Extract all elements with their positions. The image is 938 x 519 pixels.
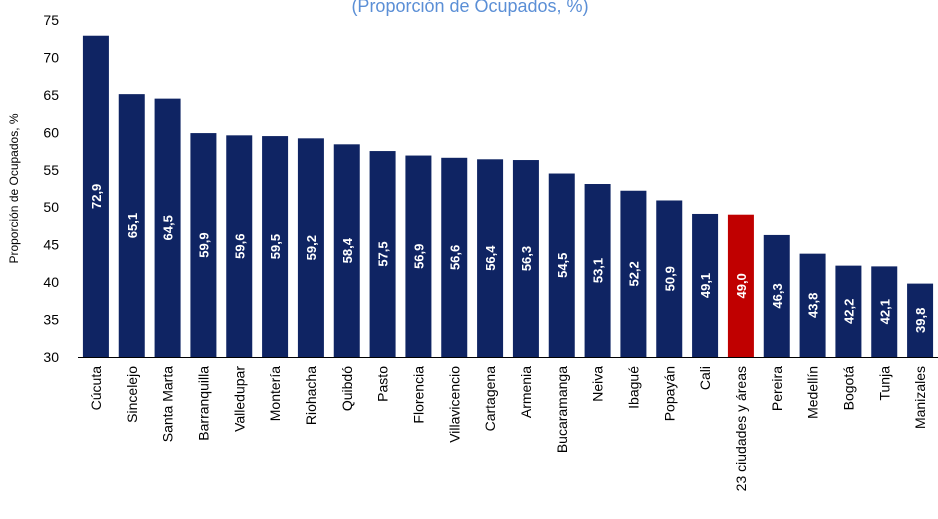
x-category-label: Montería <box>267 366 283 421</box>
x-category-label: Santa Marta <box>160 366 176 442</box>
bar <box>727 214 754 357</box>
bar-value-label: 42,1 <box>877 299 892 324</box>
x-category-label: Villavicencio <box>446 366 462 443</box>
bar-value-label: 49,1 <box>698 273 713 298</box>
x-category-label: Cartagena <box>482 366 498 432</box>
bar <box>799 253 826 357</box>
bar <box>262 136 289 357</box>
bar <box>907 283 934 357</box>
bar <box>405 155 432 357</box>
x-category-label: Sincelejo <box>124 366 140 423</box>
bar-value-label: 50,9 <box>662 266 677 291</box>
bar-value-label: 49,0 <box>734 273 749 298</box>
bar <box>835 265 862 357</box>
bar <box>154 98 181 357</box>
x-category-label: Pereira <box>769 366 785 411</box>
bar-value-label: 59,2 <box>304 235 319 260</box>
bar-value-label: 46,3 <box>770 283 785 308</box>
bar-value-label: 52,2 <box>626 261 641 286</box>
bar-value-labels: 72,9 65,1 64,5 59,9 59,6 59,5 59,2 58,4 57,5 56,9… <box>89 184 928 333</box>
x-category-label: Manizales <box>912 366 928 429</box>
bar-value-label: 53,1 <box>591 258 606 283</box>
y-tick-label: 55 <box>43 162 59 178</box>
y-tick-label: 40 <box>43 274 59 290</box>
bar-value-label: 59,5 <box>268 234 283 259</box>
bar-value-label: 64,5 <box>161 215 176 240</box>
y-tick-label: 35 <box>43 312 59 328</box>
x-category-label: Barranquilla <box>195 366 211 441</box>
bar-value-label: 54,5 <box>555 253 570 278</box>
bar-value-label: 57,5 <box>376 241 391 266</box>
bar-value-label: 56,6 <box>447 245 462 270</box>
bar-value-label: 39,8 <box>913 308 928 333</box>
bar <box>871 266 898 357</box>
bar-value-label: 56,3 <box>519 246 534 271</box>
bar <box>333 144 360 357</box>
x-category-label: Popayán <box>661 366 677 421</box>
y-axis-ticks: 30 35 40 45 50 55 60 65 70 75 <box>43 12 59 365</box>
y-tick-label: 65 <box>43 87 59 103</box>
bar <box>297 138 324 357</box>
bar-value-label: 56,9 <box>411 244 426 269</box>
x-category-label: Valledupar <box>231 366 247 432</box>
bar <box>82 35 109 358</box>
bar <box>512 160 539 357</box>
y-tick-label: 70 <box>43 49 59 65</box>
bar <box>763 234 790 357</box>
chart-title: (Proporción de Ocupados, %) <box>351 0 588 16</box>
x-category-label: Bogotá <box>840 366 856 411</box>
x-category-label: Cali <box>697 366 713 390</box>
bar <box>190 133 217 357</box>
x-category-label: Medellín <box>805 366 821 419</box>
bar <box>226 135 253 357</box>
bar-value-label: 59,6 <box>232 234 247 259</box>
x-category-label: Neiva <box>590 366 606 402</box>
bar <box>477 159 504 357</box>
bar-value-label: 65,1 <box>125 213 140 238</box>
x-category-label: Florencia <box>410 366 426 424</box>
bar <box>441 157 468 357</box>
y-axis-label: Proporción de Ocupados, % <box>7 113 21 263</box>
y-tick-label: 45 <box>43 237 59 253</box>
bar-value-label: 72,9 <box>89 184 104 209</box>
bar-value-label: 42,2 <box>841 299 856 324</box>
y-tick-label: 60 <box>43 124 59 140</box>
bars <box>82 35 934 358</box>
x-category-label: Cúcuta <box>88 366 104 411</box>
bar-value-label: 43,8 <box>806 293 821 318</box>
x-category-label: Quibdó <box>339 366 355 411</box>
bar <box>656 200 683 357</box>
y-tick-label: 75 <box>43 12 59 28</box>
bar <box>118 94 145 357</box>
bar <box>369 151 396 357</box>
y-tick-label: 30 <box>43 349 59 365</box>
y-tick-label: 50 <box>43 199 59 215</box>
x-category-label: Bucaramanga <box>554 366 570 453</box>
bar-value-label: 56,4 <box>483 245 498 271</box>
x-category-label: Pasto <box>375 366 391 402</box>
x-category-label: 23 ciudades y áreas <box>733 366 749 491</box>
x-category-label: Armenia <box>518 366 534 418</box>
x-category-label: Riohacha <box>303 366 319 425</box>
bar-value-label: 59,9 <box>196 232 211 257</box>
bar <box>584 184 611 357</box>
x-category-label: Ibagué <box>625 366 641 409</box>
bar <box>548 173 575 357</box>
bar <box>692 213 719 357</box>
x-axis-category-labels: Cúcuta Sincelejo Santa Marta Barranquilla Va… <box>88 366 928 492</box>
bar <box>620 190 647 357</box>
bar-value-label: 58,4 <box>340 237 355 263</box>
x-category-label: Tunja <box>876 366 892 401</box>
